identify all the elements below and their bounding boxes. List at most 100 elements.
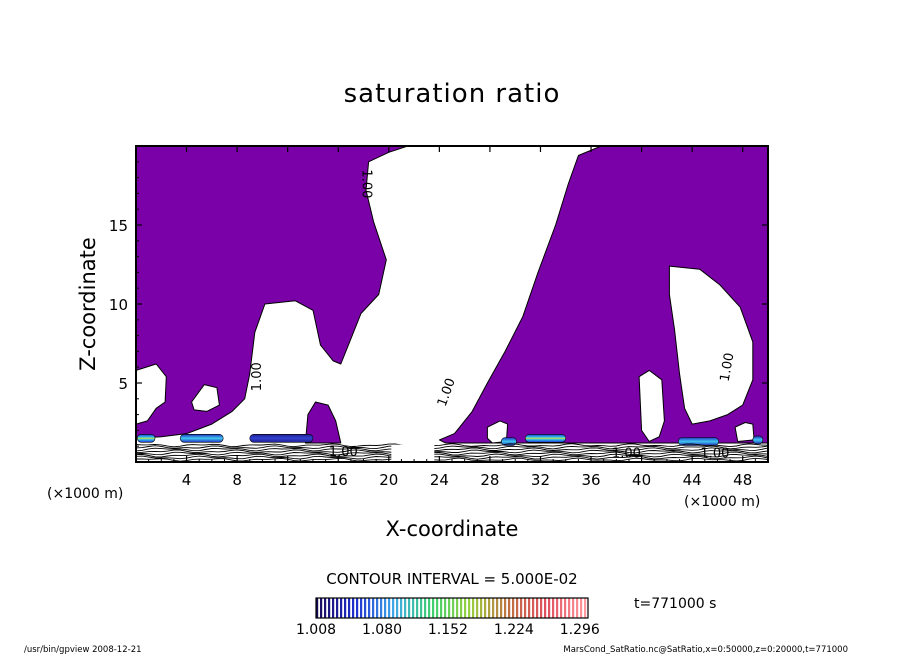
surface-contour-line (136, 457, 768, 462)
colorbar-segment (548, 598, 551, 618)
surface-contour-line (136, 449, 768, 454)
colorbar-segment (356, 598, 359, 618)
footer-right: MarsCond_SatRatio.nc@SatRatio,x=0:50000,… (563, 645, 848, 654)
colorbar-tick-label: 1.296 (560, 622, 600, 638)
colorbar-segment (572, 598, 575, 618)
supersaturation-spot (137, 433, 156, 443)
colorbar-segment (352, 598, 355, 618)
x-tick-label: 40 (632, 471, 651, 489)
hole-left-edge (136, 363, 167, 425)
colorbar-segment (492, 598, 495, 618)
x-axis-label: X-coordinate (386, 517, 519, 541)
colorbar-segment (332, 598, 335, 618)
hole-small (191, 384, 220, 412)
contour-label: 1.00 (700, 447, 729, 462)
colorbar-segment (512, 598, 515, 618)
colorbar-segment (464, 598, 467, 618)
surface-contour-line (136, 445, 768, 450)
contour-label: 1.00 (329, 445, 358, 460)
colorbar-segment (480, 598, 483, 618)
x-tick-label: 48 (733, 471, 752, 489)
surface-contour-line (136, 453, 768, 458)
colorbar-tick-label: 1.008 (296, 622, 336, 638)
footer-left: /usr/bin/gpview 2008-12-21 (24, 645, 142, 654)
colorbar-segment (404, 598, 407, 618)
colorbar-segment (412, 598, 415, 618)
colorbar-segment (396, 598, 399, 618)
supersaturation-spots (137, 433, 764, 446)
x-tick-label: 44 (683, 471, 702, 489)
colorbar-segment (368, 598, 371, 618)
supersaturation-spot (677, 437, 719, 446)
colorbar-segment (468, 598, 471, 618)
colorbar-segment (360, 598, 363, 618)
colorbar-segment (344, 598, 347, 618)
colorbar-tick-label: 1.080 (362, 622, 402, 638)
colorbar-segment (384, 598, 387, 618)
z-unit-label: (×1000 m) (47, 486, 123, 502)
contour-labels: 1.001.00 1.001.001.00 1.00 1.00 (250, 169, 738, 461)
x-tick-label: 16 (329, 471, 348, 489)
x-tick-label: 12 (278, 471, 297, 489)
contour-label: 1.00 (250, 362, 265, 391)
colorbar-segment (568, 598, 571, 618)
x-axis-ticks: 4 8 12 16 20 24 28 32 36 40 44 48 (148, 146, 756, 489)
x-tick-label: 24 (430, 471, 449, 489)
colorbar-segment (460, 598, 463, 618)
surface-contours (136, 443, 768, 462)
colorbar-segment (324, 598, 327, 618)
colorbar-segment (472, 598, 475, 618)
colorbar-tick-labels: 1.008 1.080 1.152 1.224 1.296 (296, 622, 600, 638)
colorbar-segment (364, 598, 367, 618)
x-tick-label: 4 (182, 471, 192, 489)
colorbar-segment (448, 598, 451, 618)
colorbar-segment (508, 598, 511, 618)
surface-contour-line (136, 443, 768, 448)
colorbar-segment (576, 598, 579, 618)
colorbar-segment (432, 598, 435, 618)
colorbar-segment (584, 598, 587, 618)
x-unit-label: (×1000 m) (684, 494, 760, 510)
colorbar-segment (524, 598, 527, 618)
unsaturated-regions (136, 265, 755, 444)
plot-area: 1.001.00 1.001.001.00 1.00 1.00 (136, 146, 768, 462)
colorbar-segment (336, 598, 339, 618)
supersaturation-spot (249, 433, 314, 443)
colorbar-segment (564, 598, 567, 618)
y-tick-label: 5 (118, 375, 128, 393)
hole-right (668, 265, 754, 425)
supersaturation-spot (179, 433, 224, 443)
colorbar-segment (416, 598, 419, 618)
surface-contour-line (136, 447, 768, 452)
colorbar-segment (328, 598, 331, 618)
colorbar-segment (540, 598, 543, 618)
colorbar-segment (424, 598, 427, 618)
colorbar-segment (408, 598, 411, 618)
colorbar-segment (444, 598, 447, 618)
colorbar-segment (392, 598, 395, 618)
y-tick-label: 10 (109, 296, 128, 314)
colorbar-segment (420, 598, 423, 618)
colorbar-segment (560, 598, 563, 618)
colorbar-segment (440, 598, 443, 618)
x-tick-label: 36 (581, 471, 600, 489)
colorbar-segment (428, 598, 431, 618)
colorbar-segment (488, 598, 491, 618)
y-axis-ticks: 5 10 15 (109, 161, 768, 447)
colorbar-segment (380, 598, 383, 618)
colorbar-segment (348, 598, 351, 618)
colorbar (316, 598, 587, 618)
time-label: t=771000 s (634, 596, 716, 612)
colorbar-segment (496, 598, 499, 618)
colorbar-segment (528, 598, 531, 618)
colorbar-frame (315, 597, 589, 619)
colorbar-tick-label: 1.224 (494, 622, 534, 638)
colorbar-segment (372, 598, 375, 618)
supersaturation-spot (752, 435, 764, 445)
colorbar-segment (552, 598, 555, 618)
colorbar-segment (456, 598, 459, 618)
colorbar-segment (580, 598, 583, 618)
region-left-upper (136, 146, 409, 439)
colorbar-segment (320, 598, 323, 618)
